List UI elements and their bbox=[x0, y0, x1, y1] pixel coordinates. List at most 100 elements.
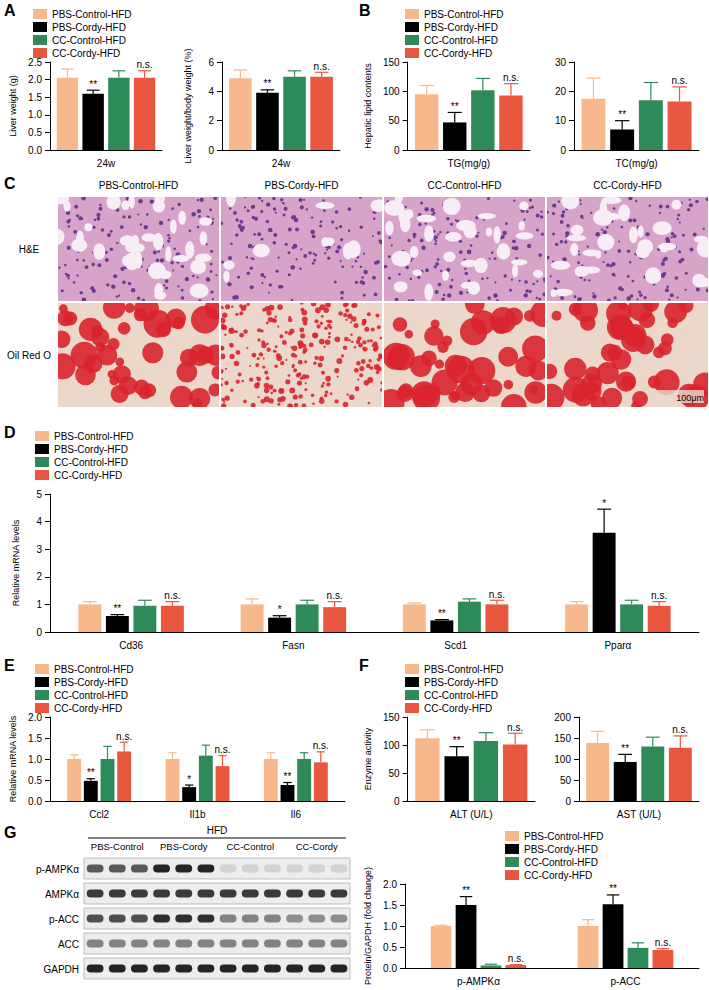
svg-text:Relative mRNA levels: Relative mRNA levels bbox=[8, 715, 18, 802]
svg-text:**: ** bbox=[284, 771, 292, 782]
svg-text:4: 4 bbox=[36, 516, 42, 527]
svg-text:p-AMPKα: p-AMPKα bbox=[36, 864, 79, 875]
svg-text:n.s.: n.s. bbox=[507, 722, 523, 733]
svg-text:PBS-Cordy: PBS-Cordy bbox=[160, 841, 208, 852]
svg-text:PBS-Control-HFD: PBS-Control-HFD bbox=[424, 664, 503, 675]
svg-text:1.5: 1.5 bbox=[28, 733, 42, 744]
svg-text:GAPDH: GAPDH bbox=[43, 964, 79, 975]
svg-text:n.s.: n.s. bbox=[214, 744, 230, 755]
svg-text:Enzyme activity: Enzyme activity bbox=[363, 727, 373, 790]
svg-text:0: 0 bbox=[560, 145, 566, 156]
svg-text:4: 4 bbox=[208, 86, 214, 97]
svg-text:CC-Control-HFD: CC-Control-HFD bbox=[424, 690, 498, 701]
svg-text:n.s.: n.s. bbox=[672, 724, 688, 735]
svg-text:Fasn: Fasn bbox=[282, 640, 304, 651]
svg-text:3: 3 bbox=[36, 544, 42, 555]
svg-text:CC-Cordy-HFD: CC-Cordy-HFD bbox=[424, 703, 492, 714]
svg-text:PBS-Cordy-HFD: PBS-Cordy-HFD bbox=[54, 444, 128, 455]
svg-text:CC-Control-HFD: CC-Control-HFD bbox=[424, 35, 498, 46]
svg-text:Liver weight (g): Liver weight (g) bbox=[8, 75, 18, 137]
svg-text:Hepatic lipid contents: Hepatic lipid contents bbox=[363, 63, 373, 149]
svg-text:1.5: 1.5 bbox=[383, 900, 397, 911]
svg-text:PBS-Control-HFD: PBS-Control-HFD bbox=[99, 180, 178, 191]
svg-text:50: 50 bbox=[388, 115, 400, 126]
svg-text:6: 6 bbox=[208, 57, 214, 68]
svg-text:*: * bbox=[187, 774, 191, 785]
svg-text:n.s.: n.s. bbox=[508, 953, 524, 964]
svg-text:CC-Control-HFD: CC-Control-HFD bbox=[524, 857, 598, 868]
svg-text:ACC: ACC bbox=[58, 939, 79, 950]
svg-text:CC-Control-HFD: CC-Control-HFD bbox=[54, 690, 128, 701]
svg-text:**: ** bbox=[451, 101, 459, 112]
svg-text:*: * bbox=[602, 498, 606, 509]
svg-text:PBS-Cordy-HFD: PBS-Cordy-HFD bbox=[524, 844, 598, 855]
svg-text:0.0: 0.0 bbox=[28, 796, 42, 807]
svg-text:TG(mg/g): TG(mg/g) bbox=[447, 158, 490, 169]
svg-text:Protein/GAPDH (fold change): Protein/GAPDH (fold change) bbox=[363, 867, 373, 985]
svg-text:CC-Control-HFD: CC-Control-HFD bbox=[52, 35, 126, 46]
svg-text:50: 50 bbox=[388, 768, 400, 779]
svg-text:CC-Cordy-HFD: CC-Cordy-HFD bbox=[424, 48, 492, 59]
svg-text:0: 0 bbox=[36, 627, 42, 638]
svg-text:30: 30 bbox=[555, 57, 567, 68]
svg-text:200: 200 bbox=[554, 712, 571, 723]
svg-text:PBS-Control: PBS-Control bbox=[91, 841, 144, 852]
svg-text:PBS-Control-HFD: PBS-Control-HFD bbox=[54, 664, 133, 675]
svg-text:Ccl2: Ccl2 bbox=[89, 809, 109, 820]
svg-text:CC-Control: CC-Control bbox=[226, 841, 274, 852]
svg-text:2.0: 2.0 bbox=[383, 879, 397, 890]
svg-text:0.5: 0.5 bbox=[28, 127, 42, 138]
svg-text:Cd36: Cd36 bbox=[119, 640, 143, 651]
svg-text:**: ** bbox=[462, 885, 470, 896]
svg-text:150: 150 bbox=[554, 733, 571, 744]
svg-text:n.s.: n.s. bbox=[314, 61, 330, 72]
svg-text:PBS-Cordy-HFD: PBS-Cordy-HFD bbox=[54, 677, 128, 688]
svg-text:10: 10 bbox=[555, 115, 567, 126]
svg-text:CC-Cordy-HFD: CC-Cordy-HFD bbox=[593, 180, 661, 191]
svg-text:n.s.: n.s. bbox=[503, 72, 519, 83]
svg-text:n.s.: n.s. bbox=[651, 590, 667, 601]
svg-text:**: ** bbox=[113, 603, 121, 614]
svg-text:0.5: 0.5 bbox=[383, 942, 397, 953]
svg-text:2.0: 2.0 bbox=[28, 74, 42, 85]
svg-text:AST (U/L): AST (U/L) bbox=[617, 809, 661, 820]
svg-text:PBS-Cordy-HFD: PBS-Cordy-HFD bbox=[52, 22, 126, 33]
svg-text:5: 5 bbox=[36, 489, 42, 500]
svg-text:**: ** bbox=[264, 78, 272, 89]
svg-text:p-AMPKα: p-AMPKα bbox=[457, 976, 500, 987]
svg-text:100: 100 bbox=[383, 86, 400, 97]
svg-text:PBS-Control-HFD: PBS-Control-HFD bbox=[52, 9, 131, 20]
svg-text:PBS-Cordy-HFD: PBS-Cordy-HFD bbox=[424, 677, 498, 688]
svg-text:CC-Control-HFD: CC-Control-HFD bbox=[428, 180, 502, 191]
svg-text:150: 150 bbox=[383, 57, 400, 68]
svg-text:**: ** bbox=[89, 79, 97, 90]
svg-text:24w: 24w bbox=[272, 158, 291, 169]
svg-text:CC-Cordy-HFD: CC-Cordy-HFD bbox=[524, 870, 592, 881]
svg-text:Oil Red O: Oil Red O bbox=[7, 350, 51, 361]
svg-text:1: 1 bbox=[36, 599, 42, 610]
svg-text:50: 50 bbox=[560, 775, 572, 786]
svg-text:Il6: Il6 bbox=[291, 809, 302, 820]
svg-text:1.0: 1.0 bbox=[28, 754, 42, 765]
svg-text:AMPKα: AMPKα bbox=[45, 889, 79, 900]
svg-text:PBS-Cordy-HFD: PBS-Cordy-HFD bbox=[265, 180, 339, 191]
svg-text:n.s.: n.s. bbox=[489, 589, 505, 600]
svg-text:p-ACC: p-ACC bbox=[49, 914, 79, 925]
svg-text:Il1b: Il1b bbox=[189, 809, 206, 820]
svg-text:0: 0 bbox=[394, 796, 400, 807]
svg-text:HFD: HFD bbox=[207, 825, 228, 836]
svg-text:Pparα: Pparα bbox=[604, 640, 631, 651]
svg-text:**: ** bbox=[438, 608, 446, 619]
svg-text:Relative mRNA levels: Relative mRNA levels bbox=[11, 519, 21, 606]
svg-text:24w: 24w bbox=[97, 158, 116, 169]
svg-text:100: 100 bbox=[383, 740, 400, 751]
svg-text:n.s.: n.s. bbox=[313, 740, 329, 751]
svg-text:1.0: 1.0 bbox=[28, 109, 42, 120]
svg-text:1.0: 1.0 bbox=[383, 921, 397, 932]
svg-text:100: 100 bbox=[554, 754, 571, 765]
svg-text:0.0: 0.0 bbox=[28, 145, 42, 156]
svg-text:**: ** bbox=[618, 109, 626, 120]
svg-text:PBS-Control-HFD: PBS-Control-HFD bbox=[524, 831, 603, 842]
svg-text:2.5: 2.5 bbox=[28, 57, 42, 68]
svg-text:ALT (U/L): ALT (U/L) bbox=[450, 809, 492, 820]
